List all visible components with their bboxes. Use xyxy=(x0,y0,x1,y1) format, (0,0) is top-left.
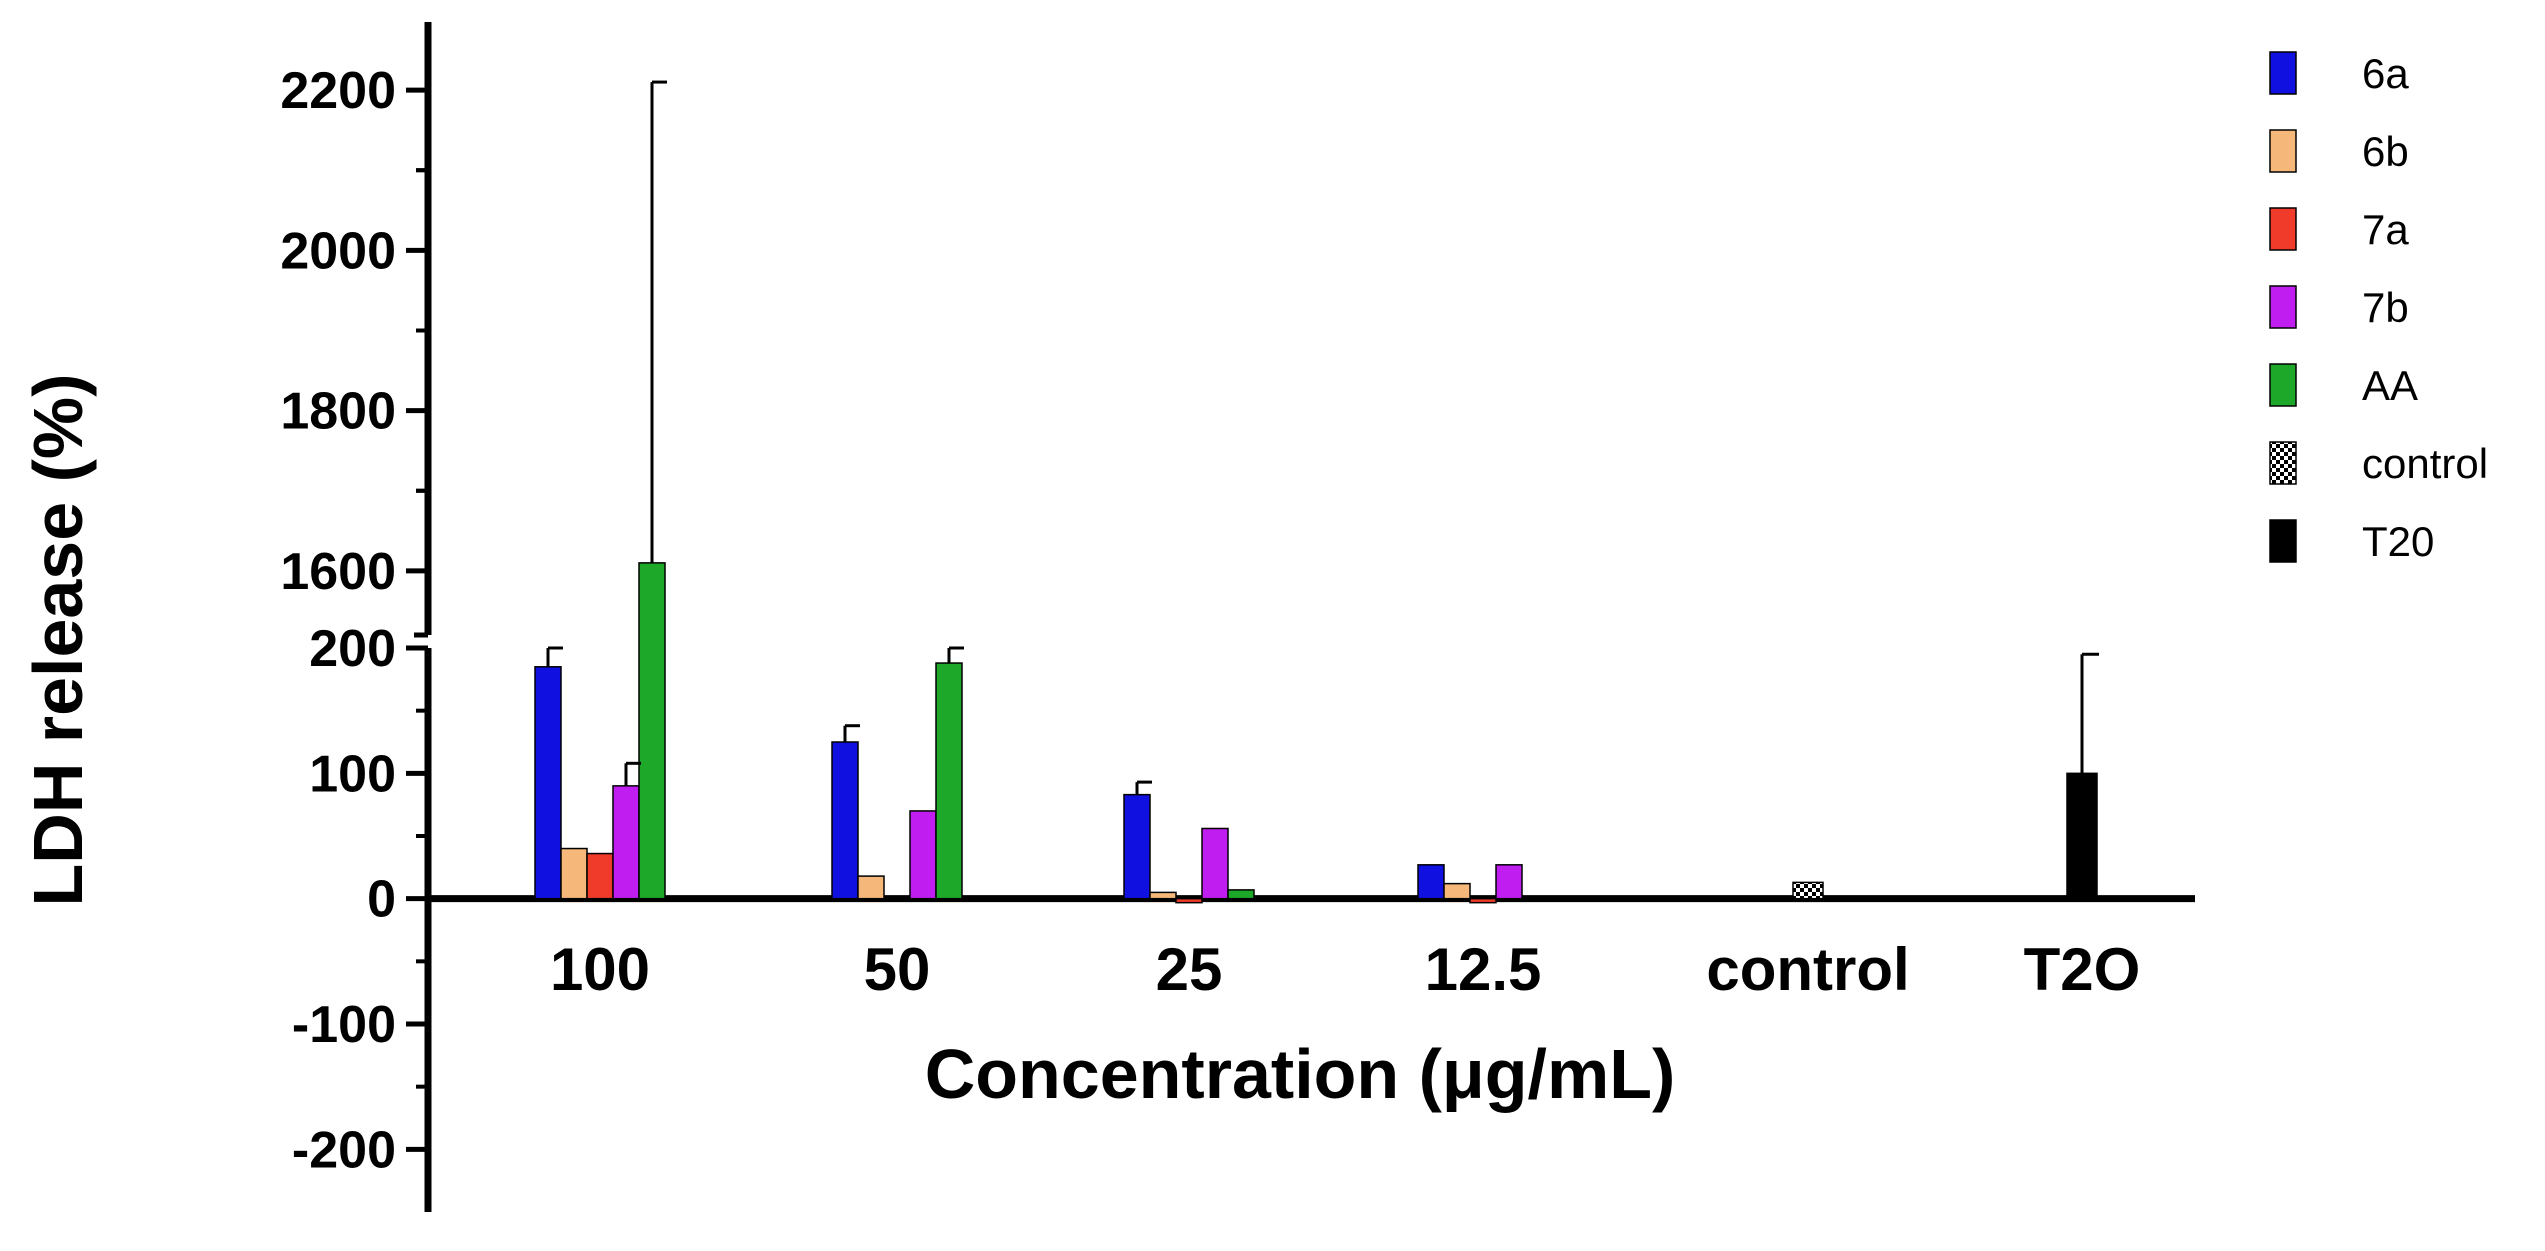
x-tick-label: T2O xyxy=(2024,936,2141,1003)
y-tick-label: 1800 xyxy=(280,383,396,441)
bar-6a-100 xyxy=(534,666,562,900)
bar-6a-12.5 xyxy=(1417,864,1445,900)
legend-label-control: control xyxy=(2362,440,2488,487)
bar-AA-100 xyxy=(638,562,666,900)
y-axis xyxy=(406,22,432,1212)
y-tick-label: 2200 xyxy=(280,62,396,120)
legend-label-7b: 7b xyxy=(2362,284,2409,331)
y-axis-title: LDH release (%) xyxy=(19,374,97,907)
axis-labels: -200 -100 0 100 200 1600 1800 2000 2200 100 50 25 12… xyxy=(280,62,2140,1179)
legend-swatch-6b xyxy=(2269,129,2297,173)
y-tick-label: -100 xyxy=(292,996,396,1054)
y-tick-label: -200 xyxy=(292,1121,396,1179)
bar-AA-50 xyxy=(935,662,963,900)
y-tick-label: 0 xyxy=(367,871,396,929)
legend-label-T20: T20 xyxy=(2362,518,2434,565)
bar-6a-25 xyxy=(1123,793,1151,900)
x-tick-label: 100 xyxy=(550,936,650,1003)
bar-6a-50 xyxy=(831,741,859,900)
y-tick-label: 2000 xyxy=(280,222,396,280)
error-bars xyxy=(546,80,2099,795)
x-tick-label: control xyxy=(1706,936,1909,1003)
y-tick-label: 100 xyxy=(309,745,396,803)
bar-7b-50 xyxy=(909,810,937,900)
bar-AA-25 xyxy=(1227,889,1255,900)
bar-6b-12.5 xyxy=(1443,882,1471,900)
legend-swatch-T20 xyxy=(2269,519,2297,563)
bar-7b-100 xyxy=(612,785,640,900)
bars xyxy=(534,562,2098,904)
x-tick-label: 50 xyxy=(864,936,931,1003)
y-tick-label: 1600 xyxy=(280,543,396,601)
legend-swatch-AA xyxy=(2269,363,2297,407)
legend-swatch-7b xyxy=(2269,285,2297,329)
bar-control-control xyxy=(1792,881,1824,900)
bar-7a-25 xyxy=(1175,897,1203,904)
legend-label-7a: 7a xyxy=(2362,206,2409,253)
x-tick-label: 25 xyxy=(1156,936,1223,1003)
x-tick-label: 12.5 xyxy=(1425,936,1542,1003)
legend-swatch-6a xyxy=(2269,51,2297,95)
bar-7a-100 xyxy=(586,852,614,900)
bar-6b-25 xyxy=(1149,891,1177,900)
legend-swatch-control xyxy=(2269,441,2297,485)
legend: 6a 6b 7a 7b AA control T20 xyxy=(2269,50,2488,565)
x-axis-title: Concentration (μg/mL) xyxy=(925,1035,1676,1113)
bar-7b-25 xyxy=(1201,827,1229,900)
y-tick-label: 200 xyxy=(309,620,396,678)
bar-6b-50 xyxy=(857,875,885,900)
bar-7a-12.5 xyxy=(1469,897,1497,904)
legend-swatch-7a xyxy=(2269,207,2297,251)
bar-7b-12.5 xyxy=(1495,864,1523,900)
legend-label-6b: 6b xyxy=(2362,128,2409,175)
bar-T20-T2O xyxy=(2066,772,2098,900)
legend-label-6a: 6a xyxy=(2362,50,2409,97)
legend-label-AA: AA xyxy=(2362,362,2418,409)
bar-6b-100 xyxy=(560,847,588,900)
